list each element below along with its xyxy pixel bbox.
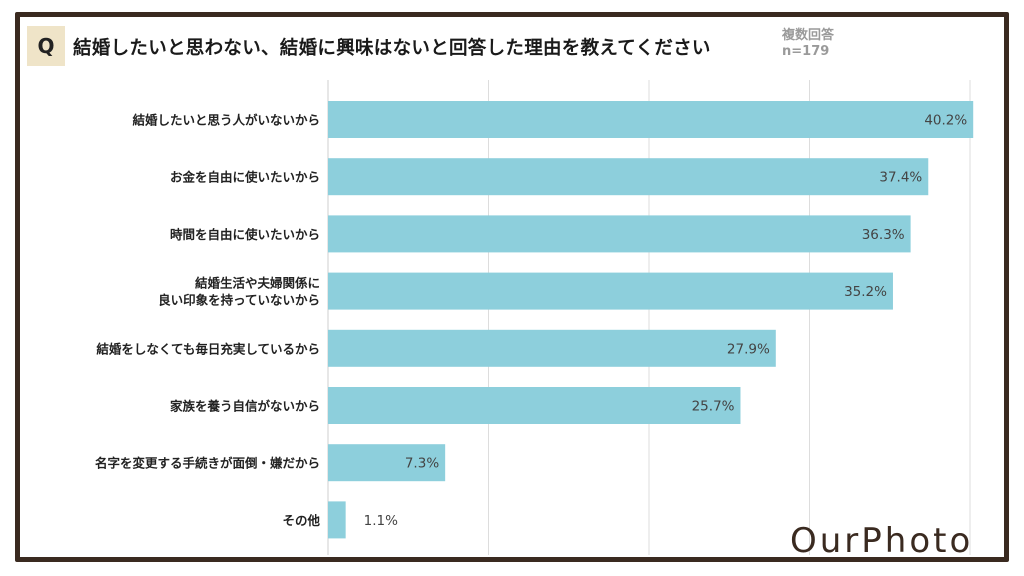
category-label: 名字を変更する手続きが面倒・嫌だから: [95, 456, 320, 471]
data-label: 1.1%: [364, 513, 398, 529]
category-label: 結婚したいと思う人がいないから: [132, 113, 320, 128]
question-badge: Q: [27, 26, 65, 66]
bar: [328, 215, 911, 253]
bar: [328, 101, 974, 138]
data-label: 35.2%: [844, 284, 887, 300]
ourphoto-logo: OurPhoto: [790, 521, 974, 561]
category-label: 時間を自由に使いたいから: [170, 227, 320, 242]
category-label: お金を自由に使いたいから: [170, 170, 320, 185]
data-label: 25.7%: [692, 399, 735, 415]
chart-title: 結婚したいと思わない、結婚に興味はないと回答した理由を教えてください: [73, 38, 711, 59]
question-badge-label: Q: [37, 34, 55, 58]
sample-note-type: 複数回答: [782, 28, 835, 43]
bar: [328, 501, 346, 539]
data-label: 37.4%: [879, 170, 922, 186]
data-label: 7.3%: [405, 456, 439, 472]
bar: [328, 444, 446, 482]
bar: [328, 272, 893, 310]
sample-note: 複数回答 n=179: [782, 28, 834, 60]
category-label: 結婚生活や夫婦関係に: [195, 276, 320, 291]
category-label: 良い印象を持っていないから: [158, 293, 320, 308]
bar: [328, 387, 741, 424]
data-label: 40.2%: [924, 113, 967, 129]
bar: [328, 158, 929, 196]
data-label: 36.3%: [862, 227, 905, 243]
data-label: 27.9%: [727, 341, 770, 357]
sample-note-count: n=179: [782, 44, 830, 59]
category-label: 結婚をしなくても毎日充実しているから: [96, 341, 320, 356]
category-label: 家族を養う自信がないから: [170, 399, 320, 414]
category-label: その他: [282, 513, 320, 528]
bar: [328, 329, 776, 367]
